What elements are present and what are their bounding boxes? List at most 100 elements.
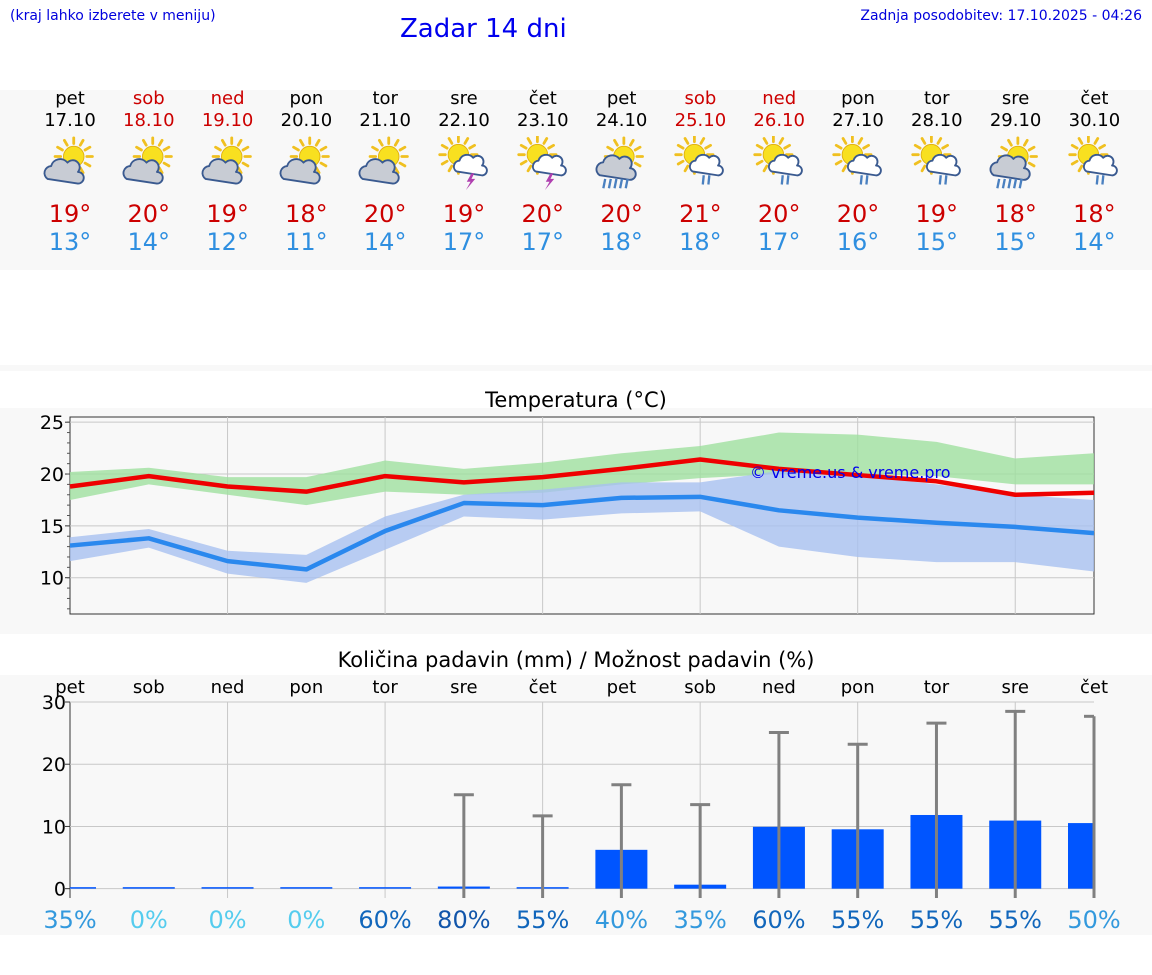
day-name: sob (132, 88, 165, 109)
day-column: pet 24.10 20° 18° (582, 88, 662, 256)
day-date: 20.10 (280, 110, 333, 131)
thunderstorm-icon (517, 136, 567, 191)
precip-bar (280, 887, 333, 889)
max-temperature: 20° (600, 200, 643, 228)
last-updated: Zadnja posodobitev: 17.10.2025 - 04:26 (860, 8, 1142, 24)
min-temperature: 17° (442, 228, 486, 256)
day-column: tor 21.10 20° 14° (345, 88, 425, 256)
y-tick-label: 20 (42, 754, 66, 776)
y-tick-label: 0 (54, 879, 66, 901)
x-category-label: sre (450, 677, 477, 698)
day-date: 28.10 (911, 110, 963, 131)
y-tick-label: 20 (40, 464, 64, 486)
min-uncertainty-band (70, 470, 1094, 583)
light-rain-icon (911, 136, 961, 185)
day-date: 29.10 (989, 110, 1042, 131)
precip-probability: 80% (437, 906, 490, 934)
partly-cloudy-icon (358, 136, 409, 185)
precip-chart-title: Količina padavin (mm) / Možnost padavin … (337, 648, 815, 672)
max-temperature: 19° (48, 200, 92, 228)
day-column: pon 20.10 18° 11° (266, 88, 346, 256)
precip-probability: 55% (910, 906, 963, 934)
day-date: 25.10 (674, 110, 727, 131)
min-temperature: 16° (836, 228, 880, 256)
day-date: 22.10 (438, 110, 490, 131)
min-temperature: 17° (757, 228, 801, 256)
x-category-label: sre (1001, 677, 1028, 698)
precip-probability: 50% (1067, 906, 1120, 934)
divider-band (0, 365, 1152, 371)
day-name: pet (55, 88, 85, 109)
precip-bar (122, 887, 175, 889)
min-temperature: 14° (363, 228, 407, 256)
precip-probability: 35% (43, 906, 96, 934)
day-column: sob 18.10 20° 14° (109, 88, 189, 256)
day-date: 17.10 (44, 110, 96, 131)
x-category-label: čet (1080, 677, 1108, 698)
min-temperature: 13° (48, 228, 92, 256)
day-column: ned 19.10 19° 12° (188, 88, 268, 256)
day-date: 30.10 (1068, 110, 1121, 131)
day-column: tor 28.10 19° 15° (897, 88, 977, 256)
precip-probability: 40% (595, 906, 648, 934)
y-tick-label: 15 (40, 516, 64, 538)
light-rain-icon (832, 136, 882, 185)
y-tick-label: 25 (40, 412, 64, 434)
max-temperature: 18° (1073, 200, 1116, 228)
day-name: sob (684, 88, 717, 109)
day-date: 21.10 (359, 110, 411, 131)
max-temperature: 20° (127, 200, 171, 228)
day-date: 24.10 (595, 110, 648, 131)
daily-forecast-strip: pet 17.10 19° 13° sob 18.10 20° 14° ned 19.10 19° 1… (0, 88, 1152, 268)
max-temperature: 18° (285, 200, 328, 228)
day-column: pon 27.10 20° 16° (818, 88, 898, 256)
precip-bar (1068, 823, 1094, 889)
precip-probability: 55% (989, 906, 1042, 934)
day-name: pon (841, 88, 875, 109)
y-tick-label: 10 (40, 568, 64, 590)
day-name: pon (289, 88, 324, 109)
partly-cloudy-icon (279, 136, 331, 185)
day-date: 18.10 (123, 110, 175, 131)
min-temperature: 11° (285, 228, 328, 256)
heavy-rain-icon (989, 136, 1038, 189)
y-tick-label: 10 (42, 816, 66, 838)
min-temperature: 15° (994, 228, 1037, 256)
precip-bar (70, 887, 96, 889)
max-temperature: 20° (836, 200, 880, 228)
thunderstorm-icon (438, 136, 488, 191)
min-temperature: 14° (127, 228, 171, 256)
max-temperature: 20° (363, 200, 407, 228)
light-rain-icon (753, 136, 803, 185)
precip-band (0, 675, 1152, 935)
partly-cloudy-icon (122, 136, 173, 185)
light-rain-icon (674, 136, 725, 185)
x-category-label: tor (372, 677, 398, 698)
precip-probability: 0% (130, 906, 168, 934)
x-category-label: ned (762, 677, 796, 698)
day-column: sre 22.10 19° 17° (424, 88, 504, 256)
max-temperature-line (69, 457, 1095, 498)
day-name: sre (450, 88, 478, 109)
x-category-label: sob (133, 677, 165, 698)
max-temperature: 20° (757, 200, 801, 228)
day-name: sre (1001, 88, 1030, 109)
min-temperature: 18° (600, 228, 643, 256)
day-column: sob 25.10 21° 18° (660, 88, 740, 256)
min-temperature: 18° (679, 228, 722, 256)
location-hint: (kraj lahko izberete v meniju) (10, 8, 216, 24)
day-column: sre 29.10 18° 15° (976, 88, 1056, 256)
day-column: čet 23.10 20° 17° (503, 88, 583, 256)
day-name: ned (210, 88, 245, 109)
day-name: čet (528, 88, 557, 109)
max-temperature: 19° (206, 200, 249, 228)
day-column: ned 26.10 20° 17° (739, 88, 819, 256)
x-category-label: pon (289, 677, 323, 698)
day-name: čet (1080, 88, 1109, 109)
x-category-label: tor (924, 677, 950, 698)
max-temperature: 21° (679, 200, 722, 228)
precip-bar (359, 887, 412, 889)
partly-cloudy-icon (201, 136, 252, 185)
precip-bar (201, 887, 254, 889)
precip-probability: 0% (287, 906, 325, 934)
